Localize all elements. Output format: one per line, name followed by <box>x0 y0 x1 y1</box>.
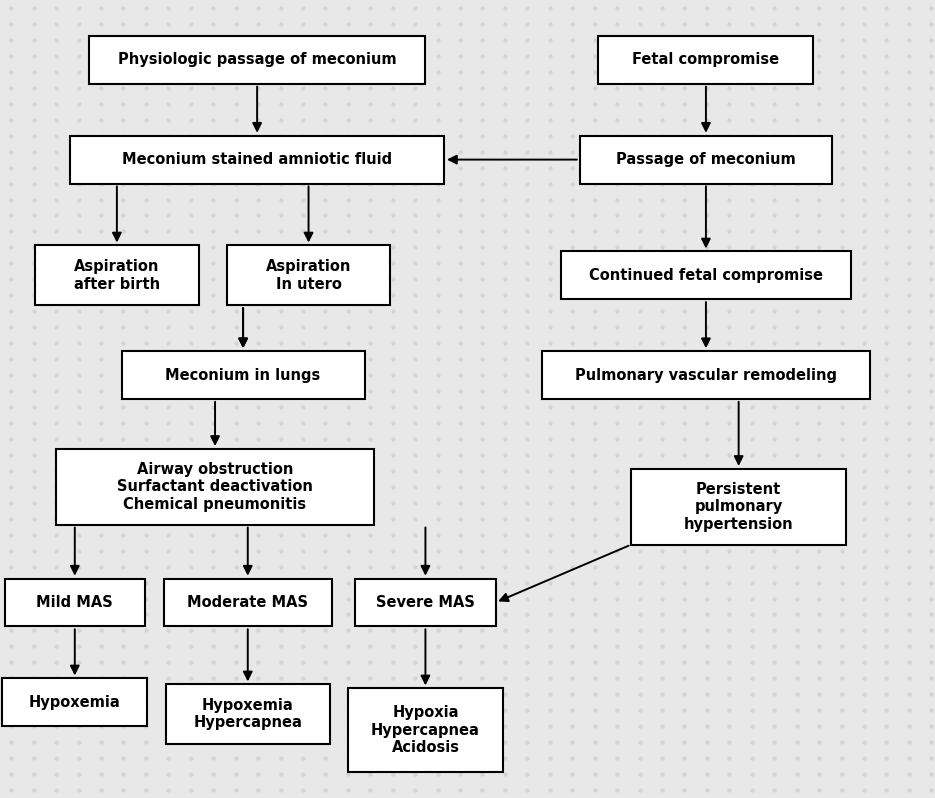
FancyBboxPatch shape <box>561 251 851 299</box>
Text: Hypoxemia
Hypercapnea: Hypoxemia Hypercapnea <box>194 698 302 730</box>
FancyBboxPatch shape <box>542 351 870 399</box>
Text: Persistent
pulmonary
hypertension: Persistent pulmonary hypertension <box>683 482 794 531</box>
FancyBboxPatch shape <box>166 684 330 744</box>
FancyBboxPatch shape <box>70 136 444 184</box>
FancyBboxPatch shape <box>56 448 374 525</box>
FancyBboxPatch shape <box>122 351 365 399</box>
Text: Passage of meconium: Passage of meconium <box>616 152 796 167</box>
Text: Continued fetal compromise: Continued fetal compromise <box>589 268 823 282</box>
Text: Fetal compromise: Fetal compromise <box>632 53 780 67</box>
Text: Meconium in lungs: Meconium in lungs <box>165 368 321 382</box>
Text: Aspiration
after birth: Aspiration after birth <box>74 259 160 291</box>
FancyBboxPatch shape <box>355 579 496 626</box>
Text: Hypoxemia: Hypoxemia <box>29 695 121 709</box>
FancyBboxPatch shape <box>349 688 503 772</box>
FancyBboxPatch shape <box>227 246 391 305</box>
Text: Mild MAS: Mild MAS <box>36 595 113 610</box>
Text: Severe MAS: Severe MAS <box>376 595 475 610</box>
FancyBboxPatch shape <box>598 36 813 84</box>
Text: Airway obstruction
Surfactant deactivation
Chemical pneumonitis: Airway obstruction Surfactant deactivati… <box>117 462 313 512</box>
FancyBboxPatch shape <box>580 136 832 184</box>
FancyBboxPatch shape <box>631 469 846 544</box>
Text: Pulmonary vascular remodeling: Pulmonary vascular remodeling <box>575 368 837 382</box>
Text: Hypoxia
Hypercapnea
Acidosis: Hypoxia Hypercapnea Acidosis <box>371 705 480 755</box>
Text: Meconium stained amniotic fluid: Meconium stained amniotic fluid <box>122 152 392 167</box>
Text: Moderate MAS: Moderate MAS <box>187 595 309 610</box>
FancyBboxPatch shape <box>5 579 145 626</box>
FancyBboxPatch shape <box>36 246 198 305</box>
Text: Physiologic passage of meconium: Physiologic passage of meconium <box>118 53 396 67</box>
FancyBboxPatch shape <box>3 678 148 726</box>
Text: Aspiration
In utero: Aspiration In utero <box>266 259 352 291</box>
FancyBboxPatch shape <box>89 36 425 84</box>
FancyBboxPatch shape <box>164 579 332 626</box>
